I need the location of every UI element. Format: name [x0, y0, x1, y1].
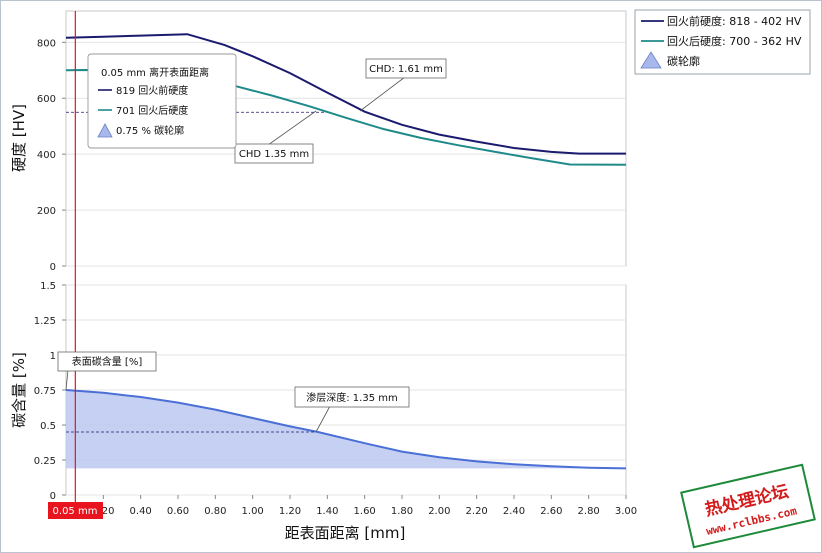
hardness-y-axis-title: 硬度 [HV] [10, 104, 28, 172]
hardness-y-tick-label: 600 [37, 94, 56, 105]
hover-tooltip: 0.05 mm 离开表面距离 819 回火前硬度 701 回火后硬度 0.75 … [87, 53, 237, 149]
series-area-carbon-profile[interactable] [66, 390, 626, 469]
legend-carbon-swatch [640, 51, 662, 69]
x-tick-label: 0.40 [130, 506, 152, 517]
carbon-y-ticks: 0 0.25 0.5 0.75 1 1.25 1.5 [34, 281, 66, 502]
legend-box [634, 9, 811, 75]
x-tick-label: 2.20 [466, 506, 488, 517]
x-tick-label: 2.40 [503, 506, 525, 517]
x-tick-label: 1.60 [354, 506, 376, 517]
carbon-y-tick-label: 1.5 [40, 281, 56, 292]
x-tick-label: 1.00 [242, 506, 264, 517]
hardness-y-tick-label: 400 [37, 150, 56, 161]
x-tick-label: 0.60 [167, 506, 189, 517]
x-tick-label: 2.80 [578, 506, 600, 517]
x-axis-title: 距表面距离 [mm] [285, 524, 406, 542]
carbon-y-tick-label: 0 [50, 491, 56, 502]
legend-carbon-label[interactable]: 碳轮廓 [667, 54, 700, 68]
carbon-y-tick-label: 0.75 [34, 386, 56, 397]
chd-before-annotation: CHD: 1.61 mm [359, 58, 447, 112]
x-tick-label: 2.60 [540, 506, 562, 517]
legend-after-label[interactable]: 回火后硬度: 700 - 362 HV [667, 34, 802, 48]
tooltip-before-value: 819 回火前硬度 [116, 84, 188, 97]
surface-carbon-label: 表面碳含量 [%] [72, 355, 143, 368]
series-line-carbon-profile[interactable] [65, 389, 627, 470]
hardness-y-tick-label: 800 [37, 38, 56, 49]
tooltip-box [87, 53, 237, 149]
carbon-y-tick-label: 1.25 [34, 316, 56, 327]
tooltip-carbon-swatch [97, 123, 113, 138]
chd-after-label: CHD 1.35 mm [239, 149, 309, 160]
hardness-plot: 0 200 400 600 800 [37, 10, 627, 273]
legend: 回火前硬度: 818 - 402 HV 回火后硬度: 700 - 362 HV … [634, 9, 811, 75]
x-tick-label: 1.40 [316, 506, 338, 517]
carbon-y-tick-label: 1 [50, 351, 56, 362]
tooltip-after-value: 701 回火后硬度 [116, 104, 188, 117]
tooltip-header: 0.05 mm 离开表面距离 [101, 66, 209, 79]
x-tick-label: 2.00 [428, 506, 450, 517]
hardness-y-tick-label: 0 [50, 262, 56, 273]
hardness-y-ticks: 0 200 400 600 800 [37, 38, 66, 273]
hardness-y-tick-label: 200 [37, 206, 56, 217]
chd-after-annotation: CHD 1.35 mm [234, 110, 317, 164]
carbon-y-tick-label: 0.5 [40, 421, 56, 432]
x-tick-label: 1.80 [391, 506, 413, 517]
case-depth-label: 渗层深度: 1.35 mm [306, 391, 397, 404]
case-depth-annotation: 渗层深度: 1.35 mm [294, 386, 410, 433]
x-axis-ticks: 0.20 0.40 0.60 0.80 1.00 1.20 1.40 1.60 1.80 2.00… [92, 495, 637, 517]
x-tick-label: 3.00 [615, 506, 637, 517]
legend-before-label[interactable]: 回火前硬度: 818 - 402 HV [667, 14, 802, 28]
series-line-before-tempering[interactable] [65, 33, 626, 155]
x-tick-label: 0.20 [92, 506, 114, 517]
tooltip-carbon-value: 0.75 % 碳轮廓 [116, 124, 184, 137]
cursor-label-badge [48, 502, 103, 519]
x-tick-label: 0.80 [204, 506, 226, 517]
chd-before-label: CHD: 1.61 mm [369, 64, 443, 75]
x-tick-label: 1.20 [279, 506, 301, 517]
cursor-label: 0.05 mm [53, 506, 98, 517]
surface-carbon-annotation: 表面碳含量 [%] [57, 351, 157, 391]
carbon-y-axis-title: 碳含量 [%] [10, 352, 28, 428]
carbon-y-tick-label: 0.25 [34, 456, 56, 467]
forum-watermark-stamp: 热处理论坛 www.rclbbs.com [680, 463, 816, 549]
